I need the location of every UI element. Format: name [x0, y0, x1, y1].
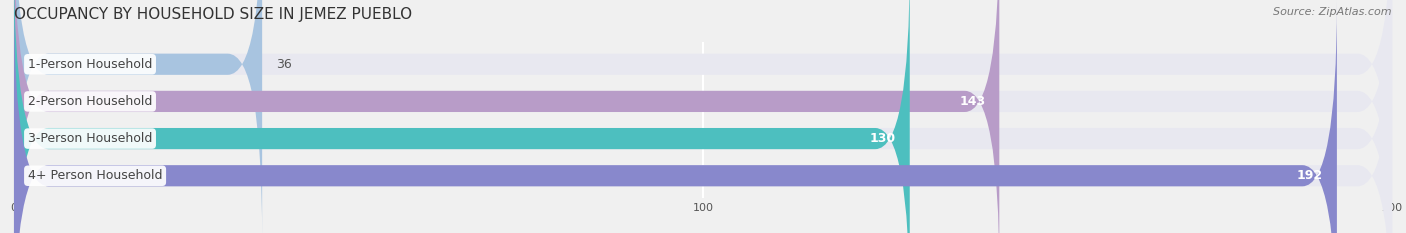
FancyBboxPatch shape: [14, 0, 1392, 233]
FancyBboxPatch shape: [14, 0, 262, 233]
Text: 1-Person Household: 1-Person Household: [28, 58, 152, 71]
FancyBboxPatch shape: [14, 0, 1392, 233]
FancyBboxPatch shape: [14, 0, 1337, 233]
Text: 2-Person Household: 2-Person Household: [28, 95, 152, 108]
Text: 36: 36: [276, 58, 291, 71]
Text: 192: 192: [1296, 169, 1323, 182]
Text: Source: ZipAtlas.com: Source: ZipAtlas.com: [1274, 7, 1392, 17]
FancyBboxPatch shape: [14, 0, 1392, 233]
Text: 130: 130: [870, 132, 896, 145]
Text: 4+ Person Household: 4+ Person Household: [28, 169, 162, 182]
FancyBboxPatch shape: [14, 0, 1000, 233]
Text: OCCUPANCY BY HOUSEHOLD SIZE IN JEMEZ PUEBLO: OCCUPANCY BY HOUSEHOLD SIZE IN JEMEZ PUE…: [14, 7, 412, 22]
FancyBboxPatch shape: [14, 0, 1392, 233]
Text: 143: 143: [959, 95, 986, 108]
Text: 3-Person Household: 3-Person Household: [28, 132, 152, 145]
FancyBboxPatch shape: [14, 0, 910, 233]
